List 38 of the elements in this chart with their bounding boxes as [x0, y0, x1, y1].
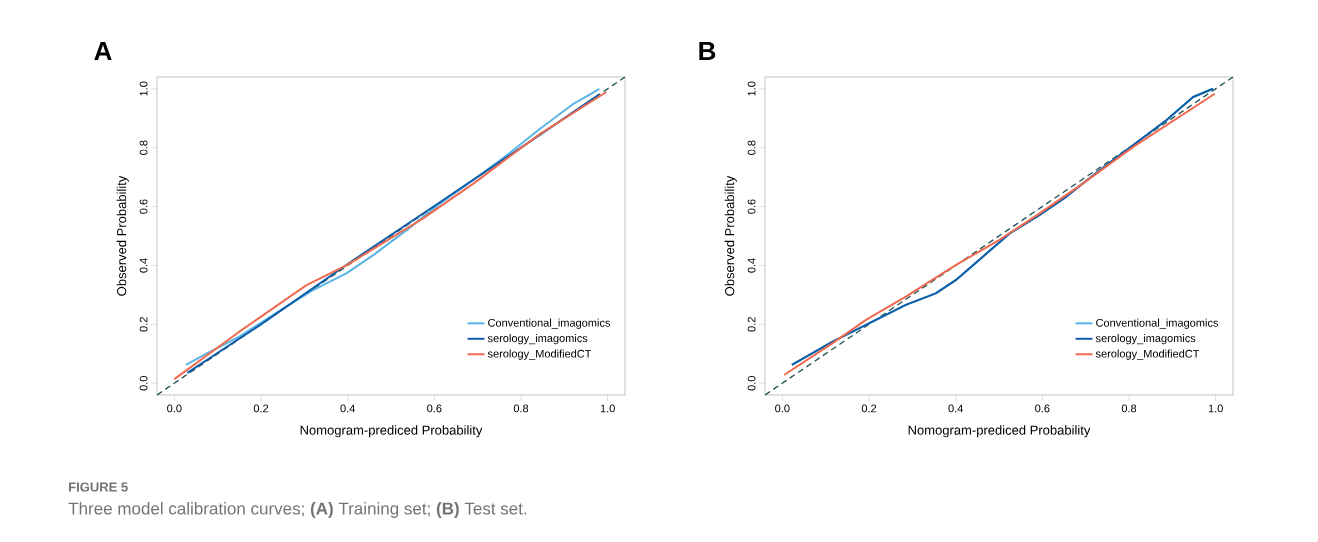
y-tick-label: 0.4: [139, 258, 148, 273]
legend-label: serology_imagomics: [487, 334, 588, 345]
x-tick-label: 0.2: [861, 404, 877, 413]
legend-label: Conventional_imagomics: [488, 318, 611, 329]
x-axis-title: Nomogram-prediced Probability: [300, 425, 483, 438]
y-tick-label: 1.0: [747, 81, 756, 96]
y-tick-label: 0.2: [139, 317, 148, 332]
x-tick-label: 1.0: [1208, 404, 1223, 413]
y-tick-label: 0.0: [139, 376, 148, 391]
caption: FIGURE 5: [69, 482, 128, 492]
x-tick-label: 0.6: [1035, 404, 1050, 413]
x-tick-label: 0.0: [167, 404, 182, 413]
y-tick-label: 0.8: [139, 140, 148, 155]
x-tick-label: 1.0: [600, 404, 615, 413]
legend-label: Conventional_imagomics: [1096, 318, 1219, 329]
legend-label: serology_ModifiedCT: [487, 349, 592, 360]
legend-label: serology_imagomics: [1095, 334, 1196, 345]
y-tick-label: 0.4: [747, 258, 756, 273]
y-tick-label: 0.6: [747, 199, 756, 214]
chart-title: B: [699, 42, 716, 60]
y-tick-label: 0.0: [747, 376, 756, 391]
x-tick-label: 0.4: [340, 404, 355, 413]
x-tick-label: 0.0: [775, 404, 790, 413]
x-tick-label: 0.6: [427, 404, 442, 413]
y-tick-label: 1.0: [139, 81, 148, 96]
chart-title: A: [94, 42, 112, 60]
y-tick-label: 0.8: [747, 140, 756, 155]
x-tick-label: 0.8: [1121, 404, 1137, 413]
x-tick-label: 0.8: [513, 404, 529, 413]
y-axis-title: Observed Probability: [116, 175, 129, 296]
y-tick-label: 0.2: [747, 317, 756, 332]
text: Three model calibration curves; (A) Training set; (B) Test set.: [68, 502, 527, 518]
legend-label: serology_ModifiedCT: [1095, 349, 1200, 360]
x-tick-label: 0.4: [948, 404, 963, 413]
x-tick-label: 0.2: [253, 404, 269, 413]
y-tick-label: 0.6: [139, 199, 148, 214]
x-axis-title: Nomogram-prediced Probability: [908, 425, 1091, 438]
y-axis-title: Observed Probability: [724, 175, 737, 296]
